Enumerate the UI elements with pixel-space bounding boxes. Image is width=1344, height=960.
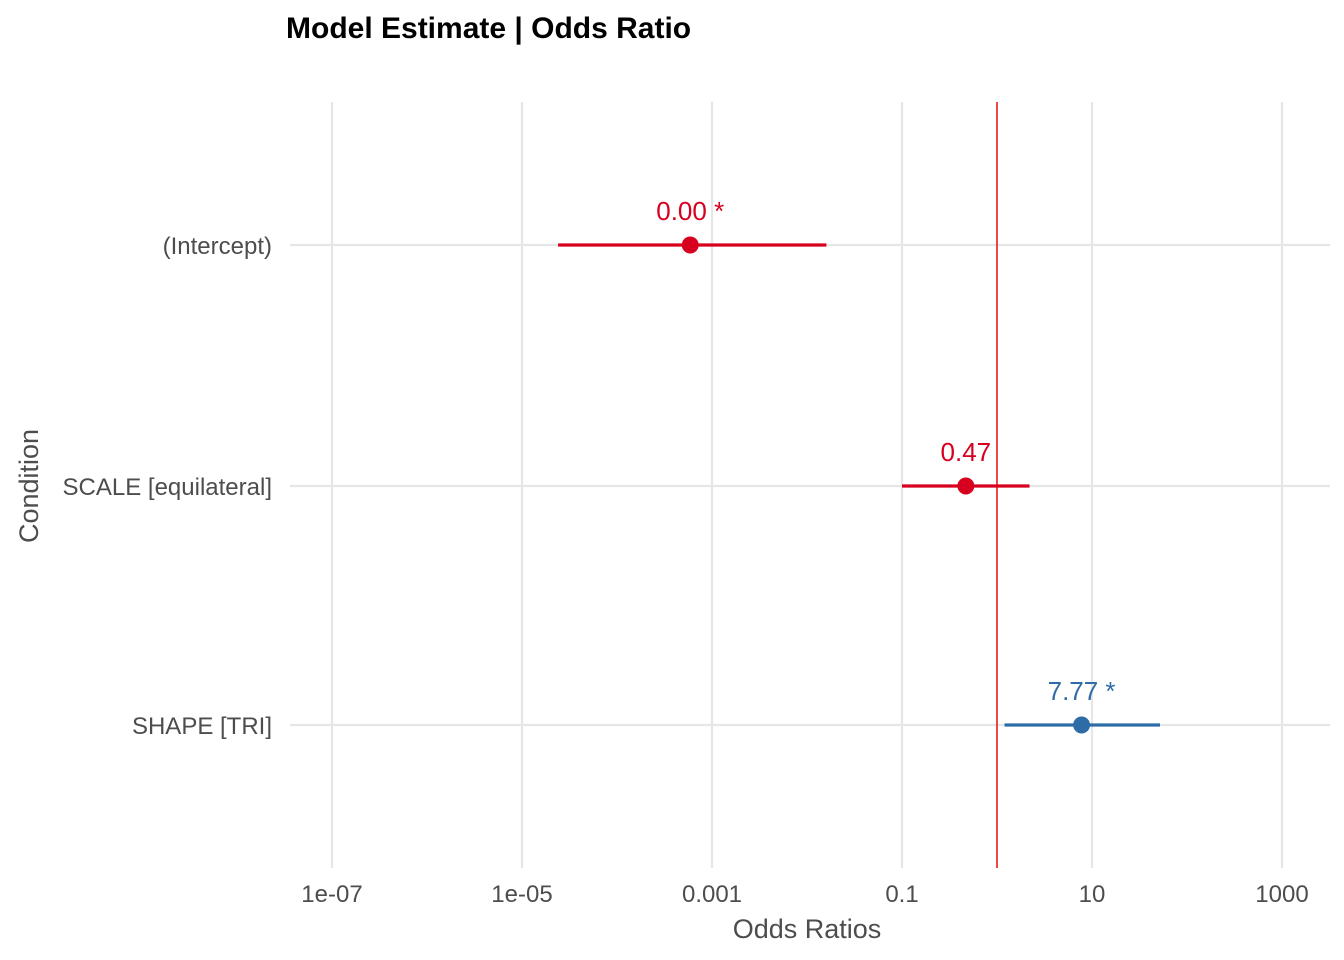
x-tick-label: 0.001 [682,881,742,908]
chart-title: Model Estimate | Odds Ratio [286,12,691,45]
estimate-label: 0.00 * [656,196,724,226]
grid-layer [290,102,1330,868]
x-tick-label: 1000 [1255,881,1308,908]
estimate-point [1073,716,1091,734]
x-tick-label: 1e-05 [491,881,552,908]
y-axis-title: Condition [14,429,44,543]
marks-layer [558,236,1161,734]
estimate-point [681,236,699,254]
estimate-label: 0.47 [941,437,992,467]
estimate-label: 7.77 * [1048,676,1116,706]
x-tick-label: 10 [1079,881,1106,908]
y-tick-label: (Intercept) [163,233,272,260]
x-axis-title: Odds Ratios [733,914,882,944]
x-tick-label: 0.1 [885,881,918,908]
estimate-point [957,477,975,495]
x-tick-label: 1e-07 [301,881,362,908]
y-tick-label: SCALE [equilateral] [63,474,272,501]
label-layer: 1e-07 1e-05 0.001 0.1 10 1000 (Intercept) SCALE… [63,196,1309,908]
y-tick-label: SHAPE [TRI] [132,713,272,740]
